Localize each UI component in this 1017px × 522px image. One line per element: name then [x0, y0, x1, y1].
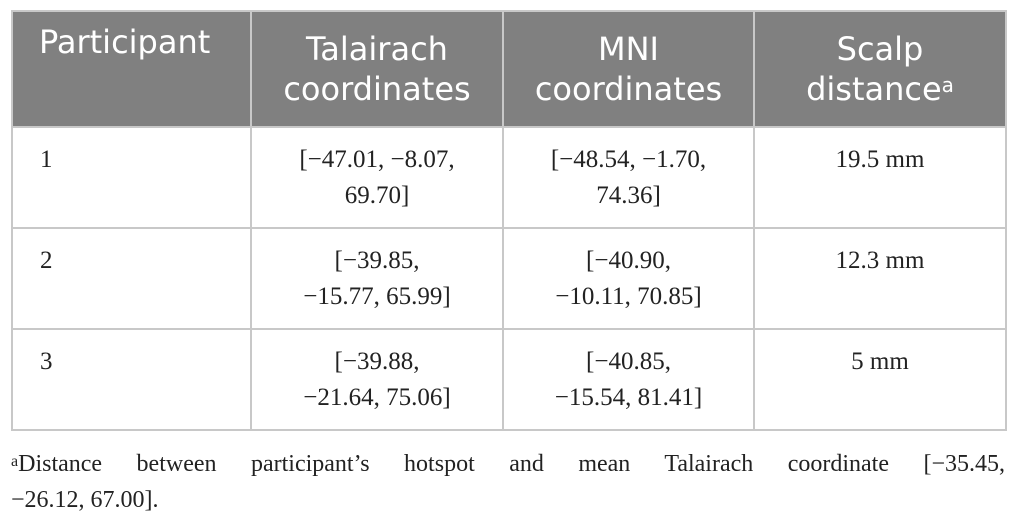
- cell-mni: [−48.54, −1.70, 74.36]: [502, 126, 755, 229]
- header-scalp-line1: Scalp: [836, 30, 924, 68]
- cell-mni: [−40.90, −10.11, 70.85]: [502, 227, 755, 330]
- table-row: 1 [−47.01, −8.07, 69.70] [−48.54, −1.70,…: [11, 126, 1007, 229]
- cell-mni-line2: −10.11, 70.85]: [555, 283, 702, 310]
- header-talairach: Talairach coordinates: [250, 10, 504, 128]
- coordinates-table-container: Participant Talairach coordinates MNI co…: [11, 10, 1007, 431]
- table-row: 3 [−39.88, −21.64, 75.06] [−40.85, −15.5…: [11, 328, 1007, 431]
- header-participant: Participant: [11, 10, 252, 128]
- header-talairach-line2: coordinates: [283, 70, 471, 108]
- cell-mni: [−40.85, −15.54, 81.41]: [502, 328, 755, 431]
- footnote-line1: aDistance between participant’s hotspot …: [11, 446, 1005, 482]
- cell-talairach: [−47.01, −8.07, 69.70]: [250, 126, 504, 229]
- header-mni-line2: coordinates: [534, 70, 723, 108]
- cell-talairach: [−39.85, −15.77, 65.99]: [250, 227, 504, 330]
- cell-talairach: [−39.88, −21.64, 75.06]: [250, 328, 504, 431]
- cell-participant: 2: [11, 227, 252, 330]
- cell-talairach-line2: 69.70]: [344, 182, 410, 209]
- cell-participant: 1: [11, 126, 252, 229]
- header-scalp-line2: distance: [806, 70, 942, 108]
- header-participant-label: Participant: [39, 23, 211, 61]
- footnote-marker: a: [11, 453, 19, 470]
- header-scalp-footnote-marker: a: [941, 73, 954, 97]
- table-footnote: aDistance between participant’s hotspot …: [11, 446, 1005, 518]
- cell-talairach-line1: [−47.01, −8.07,: [299, 146, 455, 173]
- coordinates-table: Participant Talairach coordinates MNI co…: [11, 10, 1007, 431]
- cell-scalp-distance: 12.3 mm: [753, 227, 1007, 330]
- cell-mni-line1: [−40.85,: [586, 348, 671, 375]
- cell-talairach-line1: [−39.85,: [334, 247, 420, 274]
- header-talairach-line1: Talairach: [306, 30, 448, 68]
- footnote-text-line1: Distance between participant’s hotspot a…: [18, 451, 1005, 477]
- table-body: 1 [−47.01, −8.07, 69.70] [−48.54, −1.70,…: [11, 126, 1007, 431]
- cell-talairach-line2: −21.64, 75.06]: [303, 384, 451, 411]
- cell-participant: 3: [11, 328, 252, 431]
- header-row: Participant Talairach coordinates MNI co…: [11, 10, 1007, 128]
- cell-mni-line2: 74.36]: [596, 182, 661, 209]
- cell-scalp-distance: 5 mm: [753, 328, 1007, 431]
- footnote-text-line2: −26.12, 67.00].: [11, 487, 159, 513]
- cell-scalp-distance: 19.5 mm: [753, 126, 1007, 229]
- header-scalp-distance: Scalp distancea: [753, 10, 1007, 128]
- cell-mni-line1: [−40.90,: [586, 247, 671, 274]
- cell-talairach-line2: −15.77, 65.99]: [303, 283, 451, 310]
- cell-talairach-line1: [−39.88,: [334, 348, 420, 375]
- table-row: 2 [−39.85, −15.77, 65.99] [−40.90, −10.1…: [11, 227, 1007, 330]
- header-mni-line1: MNI: [598, 30, 659, 68]
- table-header: Participant Talairach coordinates MNI co…: [11, 10, 1007, 128]
- cell-mni-line1: [−48.54, −1.70,: [550, 146, 707, 173]
- header-mni: MNI coordinates: [502, 10, 755, 128]
- cell-mni-line2: −15.54, 81.41]: [554, 384, 703, 411]
